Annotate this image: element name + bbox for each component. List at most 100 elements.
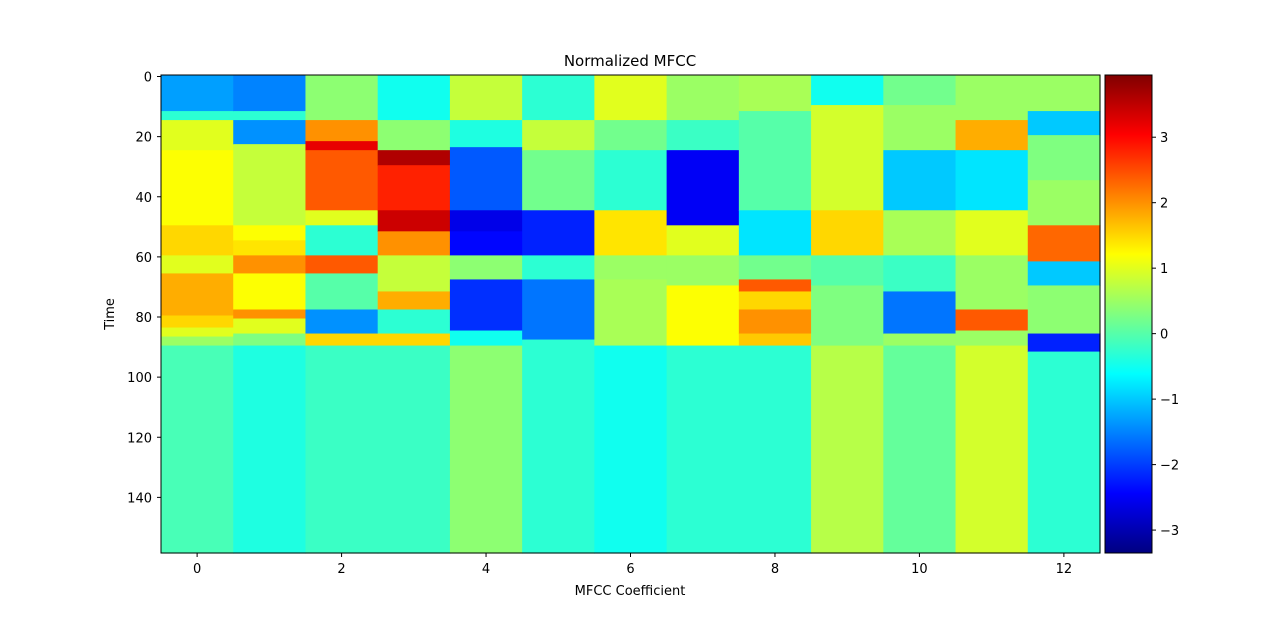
heatmap-cell-c6-s2: [594, 150, 668, 211]
heatmap-cell-c10-s3: [883, 210, 957, 256]
heatmap-cell-c1-s10: [233, 333, 307, 347]
heatmap-cell-c4-s7: [449, 330, 523, 347]
colorbar-tick-label: −1: [1160, 393, 1179, 408]
colorbar-ticks: −3 −2 −1 0 1 2 3: [1152, 131, 1179, 539]
heatmap-cell-c8-s6: [738, 309, 812, 335]
colorbar-tick-label: −2: [1160, 459, 1179, 474]
heatmap-cell-c7-s1: [666, 120, 740, 151]
heatmap-cell-c5-s1: [522, 120, 595, 151]
x-tick-label: 10: [911, 562, 928, 577]
heatmap-cell-c8-s2: [738, 210, 812, 256]
heatmap-cell-c3-s0: [377, 75, 451, 121]
heatmap-cell-c6-s3: [594, 210, 668, 256]
heatmap-cell-c2-s7: [305, 273, 379, 311]
x-axis-label: MFCC Coefficient: [575, 584, 686, 599]
heatmap-cell-c1-s0: [233, 75, 307, 112]
heatmap-cell-c9-s3: [811, 255, 884, 287]
heatmap-cell-c0-s3: [161, 150, 234, 211]
x-tick-label: 0: [193, 562, 201, 577]
heatmap-cell-c2-s4: [305, 210, 379, 226]
heatmap-cell-c10-s6: [883, 333, 957, 347]
heatmap-cell-c8-s5: [738, 291, 812, 311]
y-tick-label: 140: [127, 491, 152, 506]
heatmap-cell-c4-s4: [449, 231, 523, 256]
heatmap-cell-c5-s3: [522, 210, 595, 256]
colorbar-tick-label: 3: [1160, 131, 1168, 146]
heatmap-cell-c4-s6: [449, 279, 523, 332]
heatmap-cell-c10-s1: [883, 105, 957, 151]
y-tick-label: 0: [144, 71, 152, 86]
heatmap-cell-c0-s6: [161, 255, 234, 275]
heatmap-cell-c12-s5: [1027, 261, 1101, 287]
heatmap-cell-c9-s2: [811, 210, 884, 256]
heatmap-cell-c1-s2: [233, 120, 307, 145]
heatmap-cell-c3-s6: [377, 255, 451, 293]
heatmap-cell-c1-s7: [233, 273, 307, 311]
y-tick-label: 120: [127, 431, 152, 446]
heatmap-cell-c1-s3: [233, 144, 307, 226]
heatmap-cell-c6-s0: [594, 75, 668, 121]
heatmap-cell-c6-s1: [594, 120, 668, 151]
heatmap-cell-c12-s1: [1027, 111, 1101, 136]
heatmap-cell-c11-s1: [955, 120, 1029, 151]
heatmap-cell-c3-s9: [377, 333, 451, 347]
heatmap-cell-c11-s3: [955, 210, 1029, 256]
heatmap-cell-c6-s5: [594, 279, 668, 347]
heatmap-cell-c9-s4: [811, 285, 884, 347]
heatmap-cell-c0-s8: [161, 315, 234, 329]
heatmap-cell-c2-s10: [305, 345, 379, 554]
heatmap-cell-c7-s6: [666, 345, 740, 554]
heatmap-cell-c0-s4: [161, 210, 234, 226]
colorbar-tick-label: 1: [1160, 262, 1168, 277]
y-tick-label: 60: [135, 251, 152, 266]
x-tick-label: 12: [1056, 562, 1073, 577]
heatmap-cell-c4-s0: [449, 75, 523, 121]
heatmap-cell-c2-s8: [305, 309, 379, 335]
heatmap-cell-c8-s0: [738, 75, 812, 112]
heatmap-cell-c10-s4: [883, 255, 957, 293]
heatmap-cell-c10-s7: [883, 345, 957, 554]
heatmap-cell-c5-s2: [522, 150, 595, 211]
y-tick-label: 20: [135, 131, 152, 146]
heatmap-cell-c5-s6: [522, 339, 595, 554]
y-axis-label: Time: [103, 298, 118, 331]
heatmap-cell-c7-s0: [666, 75, 740, 121]
heatmap-cell-c12-s2: [1027, 135, 1101, 181]
heatmap-cell-c9-s5: [811, 345, 884, 554]
heatmap-cell-c3-s3: [377, 165, 451, 211]
heatmap-cell-c0-s7: [161, 273, 234, 317]
heatmap-cell-c1-s5: [233, 240, 307, 256]
y-tick-label: 100: [127, 371, 152, 386]
heatmap-cell-c2-s2: [305, 141, 379, 151]
x-axis-ticks: 0 2 4 6 8 10 12: [193, 553, 1072, 577]
heatmap-cell-c12-s4: [1027, 225, 1101, 262]
y-tick-label: 40: [135, 191, 152, 206]
heatmap-cell-c8-s8: [738, 345, 812, 554]
heatmap-cell-c0-s10: [161, 336, 234, 347]
heatmap-cell-c4-s8: [449, 345, 523, 554]
colorbar-tick-label: 0: [1160, 328, 1168, 343]
heatmap-cell-c12-s6: [1027, 285, 1101, 335]
heatmap-cell-c6-s4: [594, 255, 668, 281]
heatmap-cells: [161, 75, 1101, 554]
heatmap-cell-c1-s4: [233, 225, 307, 241]
x-tick-label: 6: [626, 562, 634, 577]
heatmap-cell-c6-s6: [594, 345, 668, 554]
heatmap-cell-c8-s4: [738, 279, 812, 293]
heatmap-cell-c11-s6: [955, 330, 1029, 347]
y-axis-ticks: 0 20 40 60 80 100 120 140: [127, 71, 161, 506]
heatmap-cell-c12-s0: [1027, 75, 1101, 112]
heatmap-cell-c11-s5: [955, 309, 1029, 332]
heatmap-cell-c8-s1: [738, 111, 812, 211]
heatmap-cell-c4-s3: [449, 210, 523, 232]
heatmap-cell-c7-s4: [666, 255, 740, 287]
heatmap-cell-c4-s5: [449, 255, 523, 281]
heatmap-cell-c7-s5: [666, 285, 740, 347]
heatmap-cell-c2-s0: [305, 75, 379, 121]
heatmap-cell-c5-s0: [522, 75, 595, 121]
colorbar: [1104, 74, 1153, 554]
heatmap-cell-c1-s1: [233, 111, 307, 121]
heatmap-cell-c11-s4: [955, 255, 1029, 311]
heatmap-cell-c2-s1: [305, 120, 379, 142]
